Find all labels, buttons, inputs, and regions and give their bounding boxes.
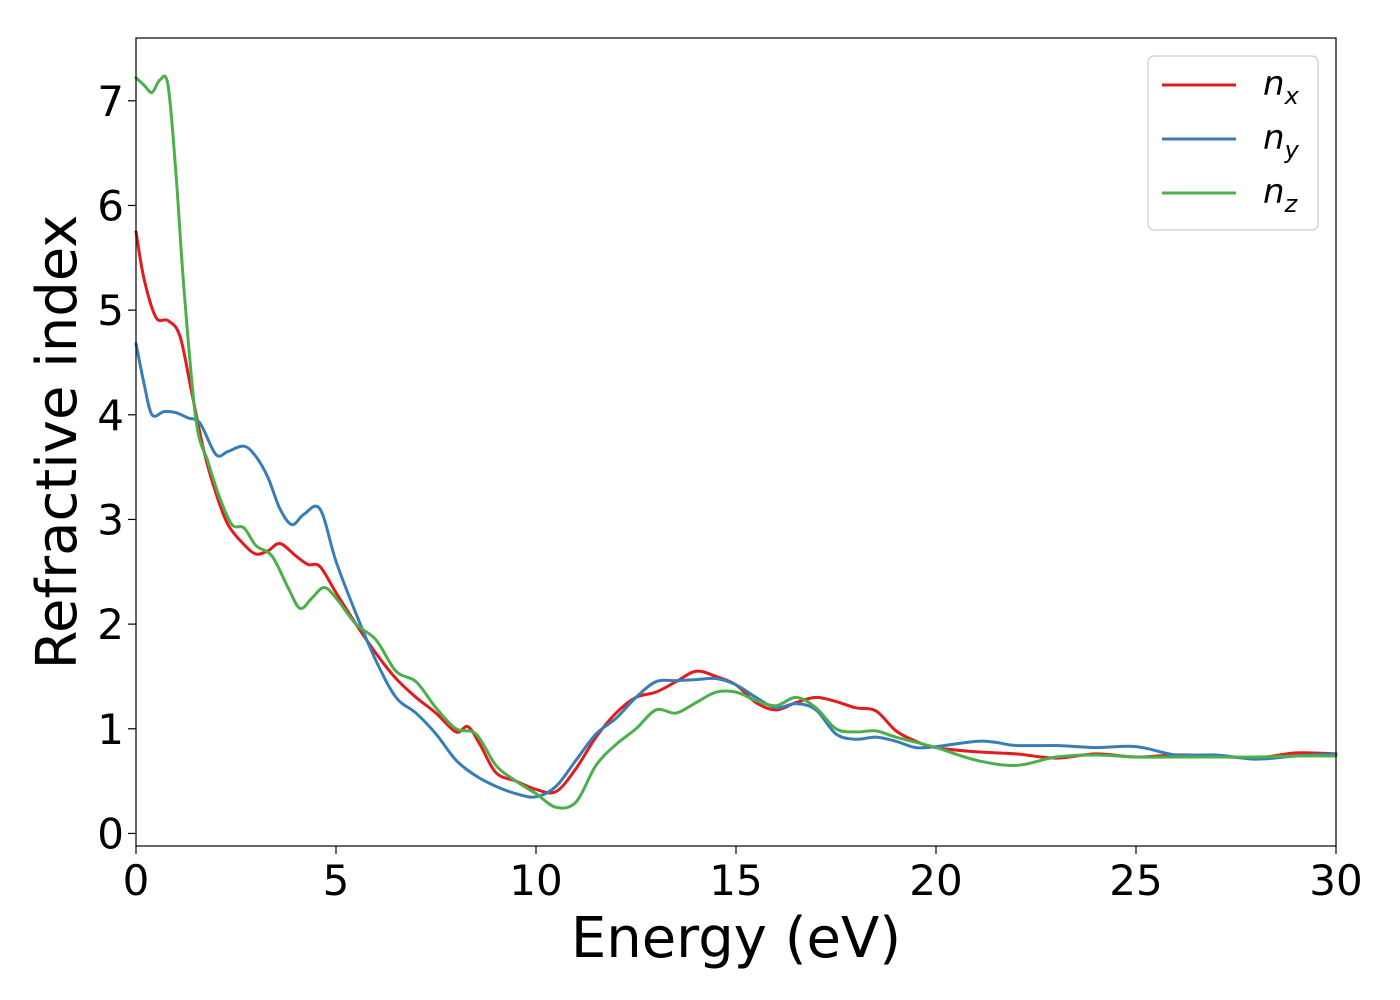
- y-axis-ticks: 0 1 2 3 4 5 6 7: [97, 77, 136, 858]
- series-line-ny: [134, 342, 1338, 799]
- y-tick-label: 2: [97, 600, 124, 649]
- y-axis-label: Refractive index: [25, 215, 90, 670]
- x-axis-ticks: 0 5 10 15 20 25 30: [123, 846, 1363, 905]
- x-tick-label: 0: [123, 856, 150, 905]
- y-tick-label: 5: [97, 286, 124, 335]
- y-tick-label: 1: [97, 705, 124, 754]
- series-line-nz: [134, 74, 1338, 810]
- legend-box: [1147, 55, 1319, 231]
- y-tick-label: 3: [97, 495, 124, 544]
- x-tick-label: 25: [1109, 856, 1162, 905]
- y-tick-label: 4: [97, 391, 124, 440]
- series-layer: [134, 74, 1338, 810]
- x-tick-label: 10: [509, 856, 562, 905]
- y-tick-label: 6: [97, 181, 124, 230]
- x-axis-label: Energy (eV): [571, 906, 901, 971]
- y-tick-label: 7: [97, 77, 124, 126]
- series-line-nx: [134, 230, 1338, 795]
- x-tick-label: 30: [1309, 856, 1362, 905]
- x-tick-label: 20: [909, 856, 962, 905]
- y-tick-label: 0: [97, 809, 124, 858]
- x-tick-label: 5: [323, 856, 350, 905]
- x-tick-label: 15: [709, 856, 762, 905]
